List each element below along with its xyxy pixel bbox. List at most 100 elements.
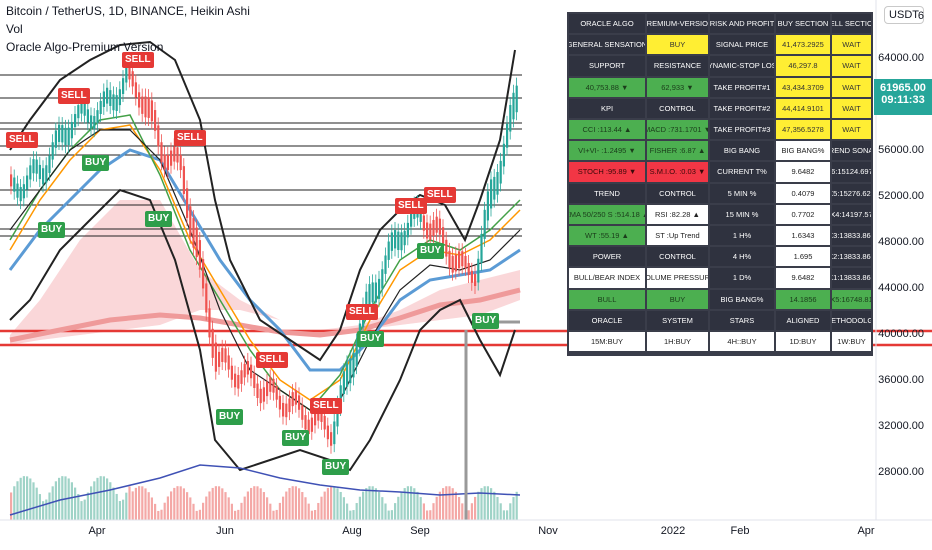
table-cell: STOCH :95.89 ▼ <box>569 162 645 182</box>
table-cell: 1D:BUY <box>776 332 830 352</box>
y-axis-top-partial: 6 <box>917 10 924 22</box>
y-axis-label: 40000.00 <box>878 328 924 340</box>
table-cell: PREMIUM-VERSION <box>647 14 708 34</box>
table-cell: FISHER :6.87 ▲ <box>647 141 708 161</box>
table-cell: CONTROL <box>647 98 708 118</box>
table-cell: CURRENT T% <box>710 162 774 182</box>
x-axis-label: Nov <box>538 525 558 537</box>
table-cell: SELL SECTION <box>832 14 871 34</box>
table-cell: BULL <box>569 289 645 309</box>
table-cell: KPI <box>569 98 645 118</box>
table-cell: 9.6482 <box>776 268 830 288</box>
table-cell: TREND <box>569 183 645 203</box>
table-cell: WT :55.19 ▲ <box>569 226 645 246</box>
buy-signal: BUY <box>357 331 385 347</box>
lower-band-line <box>9 188 516 472</box>
table-cell: ST :Up Trend <box>647 226 708 246</box>
table-cell: 5 MIN % <box>710 183 774 203</box>
table-cell: ALIGNED <box>776 310 830 330</box>
y-axis-label: 28000.00 <box>878 466 924 478</box>
y-axis-label: 32000.00 <box>878 420 924 432</box>
y-axis-label: 64000.00 <box>878 52 924 64</box>
table-cell: 41,473.2925 <box>776 35 830 55</box>
y-axis-label: 36000.00 <box>878 374 924 386</box>
oracle-indicator-label[interactable]: Oracle Algo-Premium Version <box>6 40 164 54</box>
x-axis-label: Aug <box>342 525 362 537</box>
table-cell: BUY <box>647 289 708 309</box>
table-cell: 14.1856 <box>776 289 830 309</box>
level-lines <box>0 74 522 237</box>
table-cell: BUY SECTION <box>776 14 830 34</box>
y-axis-label: 52000.00 <box>878 190 924 202</box>
buy-signal: BUY <box>216 409 244 425</box>
buy-signal: BUY <box>38 222 66 238</box>
table-cell: BUY <box>647 35 708 55</box>
table-cell: 44,414.9101 <box>776 98 830 118</box>
table-cell: 1.695 <box>776 247 830 267</box>
sell-signal: SELL <box>256 352 288 368</box>
table-cell: EMA 50/250 S :514.18 ▲ <box>569 204 645 224</box>
table-cell: X5:16748.81 <box>832 289 871 309</box>
sell-signal: SELL <box>6 132 38 148</box>
table-cell: 15 MIN % <box>710 204 774 224</box>
current-price-tag: 61965.00 09:11:33 <box>874 79 932 115</box>
table-cell: CCI :113.44 ▲ <box>569 120 645 140</box>
table-cell: 9.6482 <box>776 162 830 182</box>
table-cell: 47,356.5278 <box>776 120 830 140</box>
table-cell: TAKE PROFIT#1 <box>710 77 774 97</box>
table-cell: 1H:BUY <box>647 332 708 352</box>
table-cell: S.M.I.O. :0.03 ▼ <box>647 162 708 182</box>
table-cell: 62,933 ▼ <box>647 77 708 97</box>
table-cell: RSI :82.28 ▲ <box>647 204 708 224</box>
sell-signal: SELL <box>310 398 342 414</box>
table-cell: CONTROL <box>647 247 708 267</box>
mid-band-line <box>9 129 521 411</box>
table-cell: 46,297.8 <box>776 56 830 76</box>
table-cell: MACD :731.1701 ▼ <box>647 120 708 140</box>
currency-button[interactable]: USDT <box>884 6 924 24</box>
buy-signal: BUY <box>145 211 173 227</box>
table-cell: 1 H% <box>710 226 774 246</box>
y-axis-label: 56000.00 <box>878 144 924 156</box>
volume-indicator-label[interactable]: Vol <box>6 22 23 36</box>
candlesticks <box>10 56 518 454</box>
x-axis-label: Apr <box>857 525 875 537</box>
table-cell: 4H::BUY <box>710 332 774 352</box>
table-cell: WAIT <box>832 77 871 97</box>
table-cell: WAIT <box>832 56 871 76</box>
table-cell: POWER <box>569 247 645 267</box>
table-cell: BIG BANG% <box>776 141 830 161</box>
buy-signal: BUY <box>282 430 310 446</box>
sell-signal: SELL <box>424 187 456 203</box>
table-cell: 40,753.88 ▼ <box>569 77 645 97</box>
buy-signal: BUY <box>82 155 110 171</box>
table-cell: X3:13833.865 <box>832 226 871 246</box>
table-cell: 1.6343 <box>776 226 830 246</box>
volume-bars <box>10 476 518 520</box>
table-cell: RESISTANCE <box>647 56 708 76</box>
table-cell: DYNAMIC-STOP LOSS <box>710 56 774 76</box>
sell-signal: SELL <box>395 198 427 214</box>
table-cell: X5:15276.625 <box>832 183 871 203</box>
sell-signal: SELL <box>346 304 378 320</box>
sell-signal: SELL <box>174 130 206 146</box>
table-cell: STARS <box>710 310 774 330</box>
table-cell: GENERAL SENSATION <box>569 35 645 55</box>
table-cell: BULL/BEAR INDEX <box>569 268 645 288</box>
x-axis-label: Sep <box>410 525 430 537</box>
buy-signal: BUY <box>472 313 500 329</box>
upper-band-line <box>9 40 516 362</box>
table-cell: BIG BANG% <box>710 289 774 309</box>
table-cell: 1W:BUY <box>832 332 871 352</box>
table-cell: TAKE PROFIT#2 <box>710 98 774 118</box>
sell-signal: SELL <box>58 88 90 104</box>
chart-title: Bitcoin / TetherUS, 1D, BINANCE, Heikin … <box>6 4 250 18</box>
table-cell: CONTROL <box>647 183 708 203</box>
table-cell: SYSTEM <box>647 310 708 330</box>
table-cell: ORACLE ALGO <box>569 14 645 34</box>
blue-ma-line <box>8 148 521 372</box>
table-cell: 1 D% <box>710 268 774 288</box>
table-cell: X6:15124.6975 <box>832 162 871 182</box>
table-cell: SIGNAL PRICE <box>710 35 774 55</box>
table-cell: SUPPORT <box>569 56 645 76</box>
